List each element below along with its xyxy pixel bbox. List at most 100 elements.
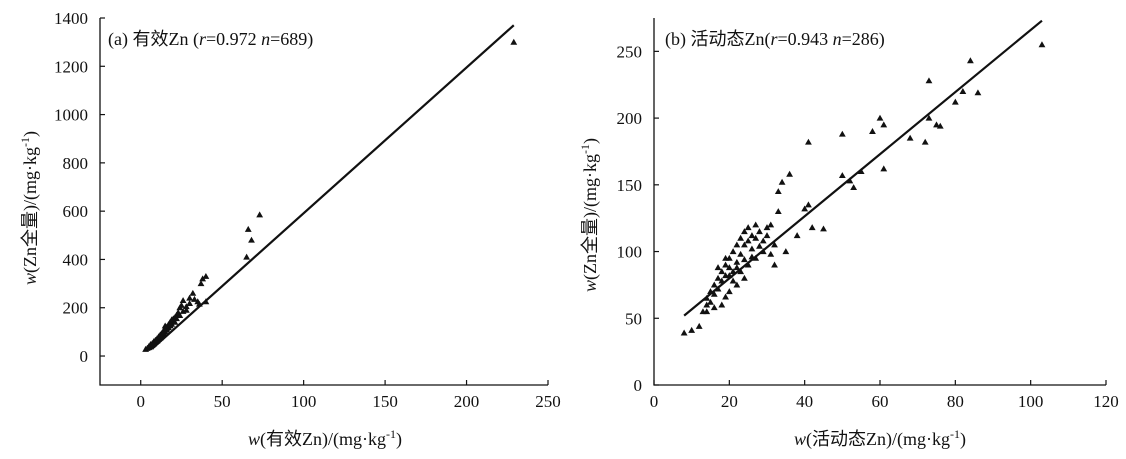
panel-b-data-point — [710, 304, 718, 311]
panel-a-data-point — [199, 275, 207, 282]
panel-a-y-tick-label: 200 — [63, 299, 89, 318]
panel-b-data-point — [707, 298, 714, 305]
panel-b-data-point — [869, 128, 876, 134]
panel-b-data-point — [737, 250, 745, 257]
panel-a-data-point — [150, 340, 158, 347]
panel-b-data-point — [774, 188, 782, 195]
panel-a-y-tick-label: 600 — [63, 202, 89, 221]
panel-b-data-point — [925, 77, 933, 84]
panel-a: (a) 有效Zn (r=0.972 n=689) w(有效Zn)/(mg·kg-… — [18, 9, 561, 450]
panel-b-data-point — [725, 288, 733, 295]
panel-b-data-point — [782, 248, 790, 255]
panel-a-fit-line — [151, 24, 515, 350]
panel-a-data-point — [197, 280, 205, 287]
panel-b-data-point — [748, 245, 756, 252]
panel-b-data-point — [741, 228, 748, 235]
panel-b-data-point — [710, 290, 718, 297]
panel-a-data-point — [178, 301, 185, 308]
panel-b-data-point — [805, 201, 812, 208]
panel-b-data-point — [933, 121, 940, 128]
panel-b-data-point — [748, 232, 756, 239]
panel-b-data-point — [778, 178, 786, 185]
panel-b-data-point — [703, 301, 711, 308]
panel-b-data-point — [838, 130, 846, 137]
panel-a-data-point — [202, 272, 210, 279]
panel-a-data-point — [168, 316, 176, 323]
panel-b-data-point — [763, 224, 771, 231]
panel-b-y-tick-label: 150 — [617, 176, 643, 195]
panel-b-y-tick-label: 100 — [617, 243, 643, 262]
panel-b-x-tick-label: 100 — [1018, 392, 1044, 411]
panel-a-xlabel: w(有效Zn)/(mg·kg-1) — [248, 427, 402, 450]
panel-b-x-tick-label: 120 — [1093, 392, 1119, 411]
panel-b-data-point — [820, 225, 827, 232]
panel-b-data-point — [718, 268, 726, 275]
panel-a-data-point — [202, 298, 210, 305]
panel-b-fit-line — [683, 19, 1043, 317]
panel-b-data-point — [744, 224, 752, 231]
panel-b-data-point — [767, 221, 775, 228]
panel-a-data-point — [153, 336, 161, 343]
panel-b-data-point — [733, 258, 741, 265]
panel-a-data-point — [186, 299, 193, 306]
panel-b-data-point — [733, 281, 741, 288]
panel-a-data-point — [179, 307, 187, 314]
panel-a-data-point — [182, 303, 190, 310]
panel-b-data-point — [921, 138, 929, 145]
panel-b-data-point — [703, 308, 711, 315]
panel-b-data-point — [729, 277, 737, 284]
panel-b-xlabel: w(活动态Zn)/(mg·kg-1) — [794, 427, 966, 450]
panel-a-data-point — [171, 318, 179, 325]
panel-a-y-tick-label: 400 — [63, 250, 89, 269]
panel-b-data-point — [774, 208, 782, 215]
panel-b-y-tick-label: 250 — [617, 42, 643, 61]
panel-a-data-point — [186, 294, 193, 301]
panel-b-data-point — [741, 256, 748, 263]
panel-a-data-point — [160, 329, 167, 336]
panel-b-data-point — [801, 205, 809, 212]
panel-b-y-tick-label: 200 — [617, 109, 643, 128]
panel-a-data-point — [179, 297, 187, 304]
panel-b-ylabel: w(Zn全量)/(mg·kg-1) — [578, 138, 601, 292]
panel-a-data-point — [176, 312, 184, 319]
panel-b-data-point — [680, 329, 688, 336]
panel-b-data-point — [722, 254, 729, 261]
panel-b-data-point — [714, 274, 722, 281]
panel-a-data-point — [191, 295, 198, 302]
panel-b-data-point — [729, 268, 737, 275]
panel-a-data-point — [248, 236, 255, 243]
panel-b-data-point — [925, 114, 933, 121]
panel-b-x-tick-label: 40 — [796, 392, 813, 411]
panel-a-x-tick-label: 150 — [372, 392, 398, 411]
panel-a-y-tick-label: 0 — [80, 347, 89, 366]
panel-a-title: (a) 有效Zn (r=0.972 n=689) — [108, 29, 313, 50]
panel-b-data-point — [725, 272, 733, 279]
panel-a-y-tick-label: 1200 — [54, 57, 88, 76]
panel-a-y-tick-label: 1000 — [54, 106, 88, 125]
panel-b-data-point — [722, 293, 729, 300]
panel-b-data-point — [906, 134, 914, 141]
panel-b-axes — [653, 18, 1106, 386]
panel-b-data-point — [857, 168, 865, 175]
panel-b-data-point — [707, 288, 714, 295]
panel-b-data-point — [967, 57, 974, 64]
panel-a-x-tick-label: 50 — [214, 392, 231, 411]
panel-b-data-point — [756, 242, 763, 249]
panel-b-data-point — [737, 268, 745, 275]
panel-b-data-point — [959, 88, 967, 94]
panel-b-data-point — [737, 234, 745, 241]
panel-b-data-point — [763, 232, 771, 239]
panel-b-data-point — [710, 281, 718, 288]
panel-b-data-point — [805, 138, 812, 145]
panel-b-data-point — [714, 264, 722, 271]
panel-a-data-point — [189, 289, 197, 296]
panel-a-data-point — [244, 225, 252, 232]
panel-b-x-tick-label: 80 — [947, 392, 964, 411]
panel-b-data-point — [786, 170, 793, 177]
panel-b-data-point — [744, 237, 752, 244]
panel-b: (b) 活动态Zn(r=0.943 n=286) w(活动态Zn)/(mg·kg… — [578, 18, 1119, 450]
panel-a-data-point — [256, 211, 264, 218]
panel-a-x-tick-label: 0 — [136, 392, 145, 411]
panel-b-data-point — [759, 237, 767, 244]
panel-a-x-tick-label: 250 — [535, 392, 561, 411]
